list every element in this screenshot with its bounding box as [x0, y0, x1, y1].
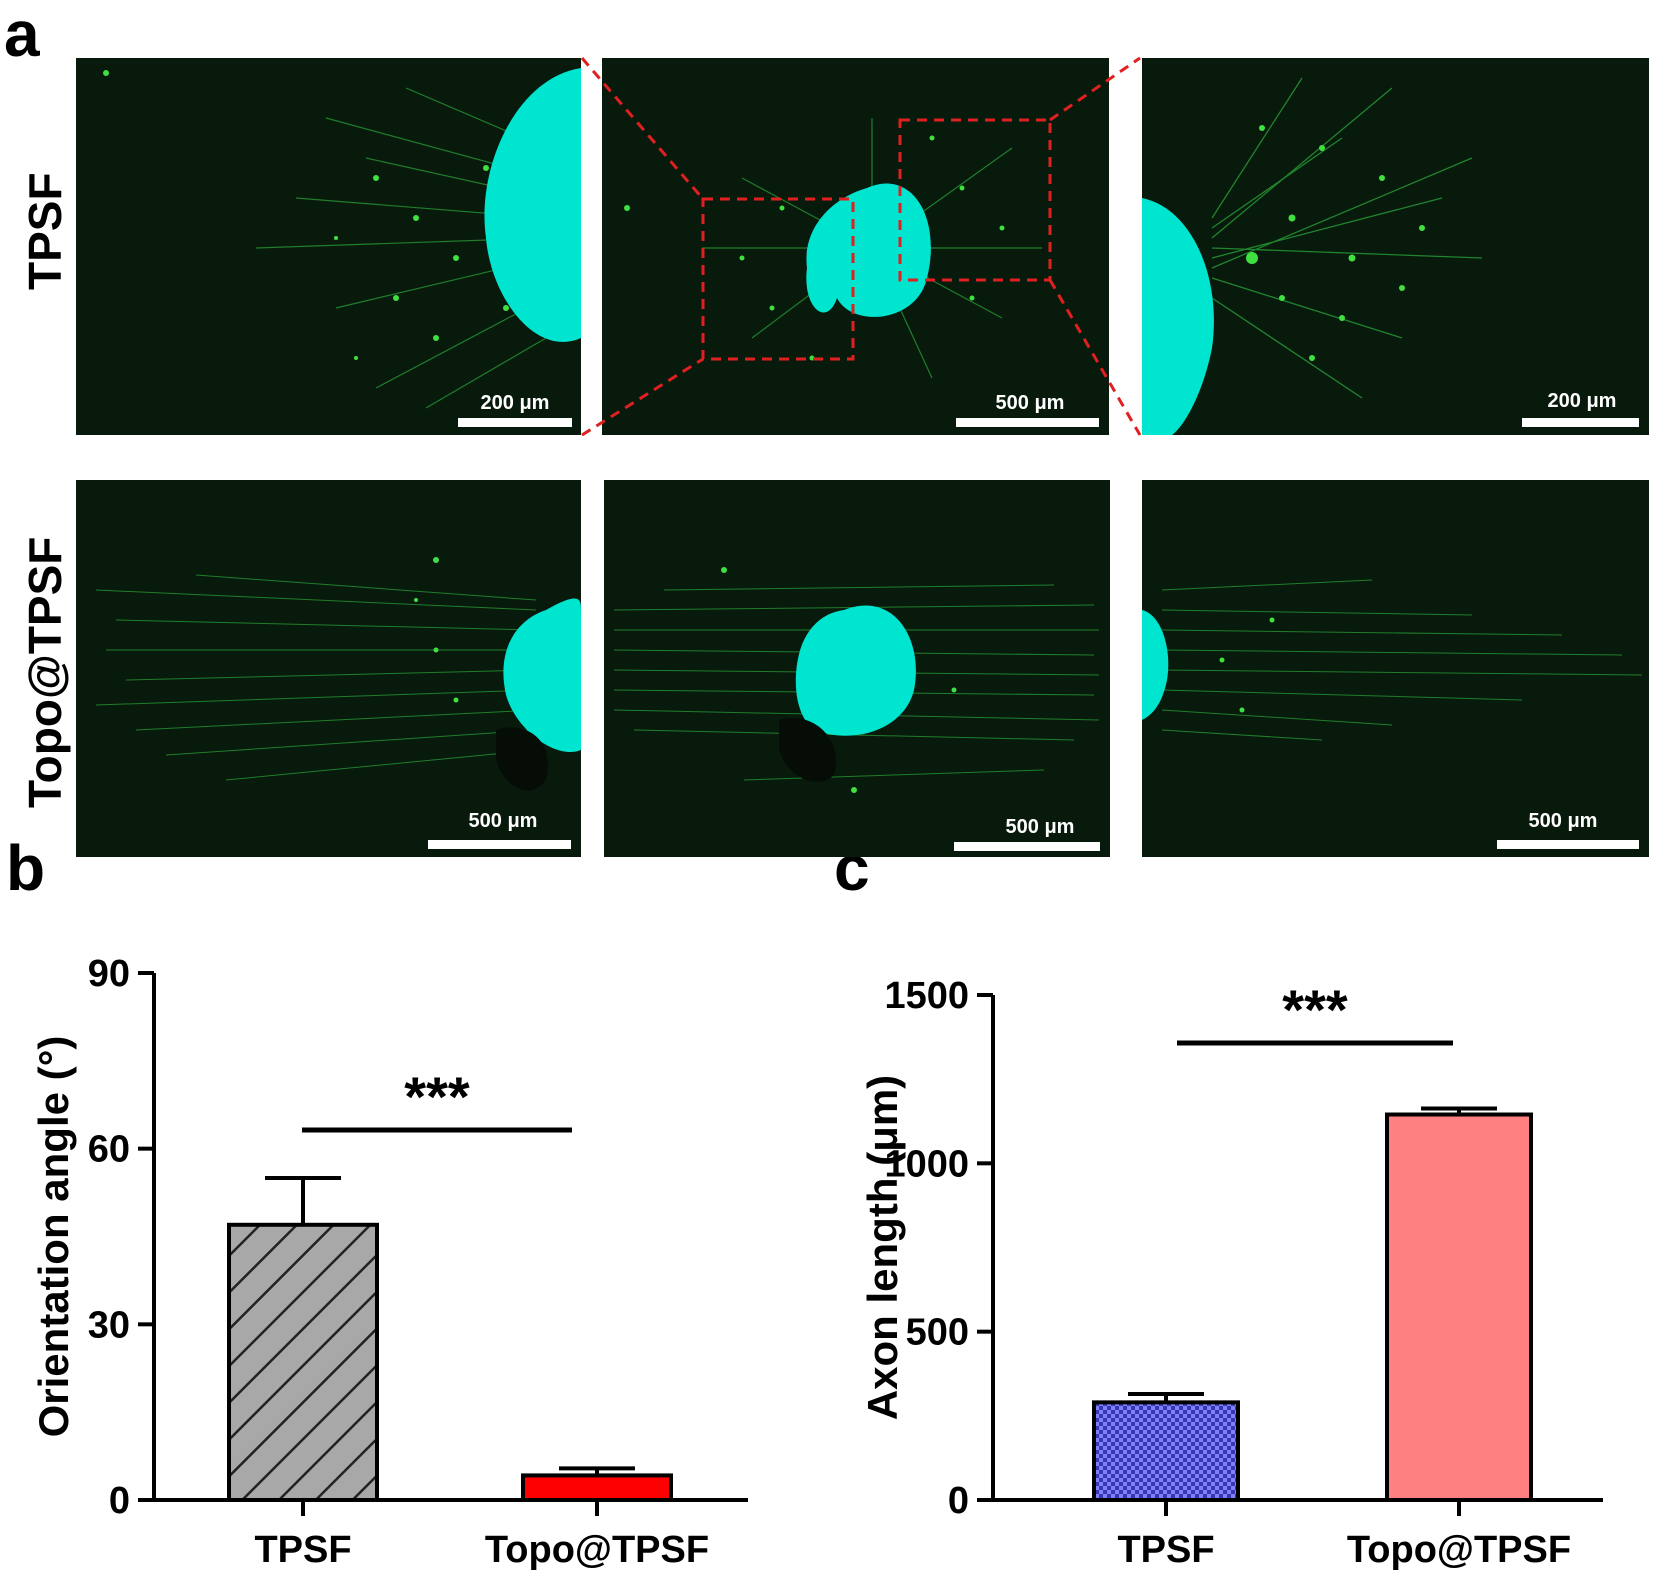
scale-label: 500 μm: [995, 392, 1065, 414]
micrograph-tpsf-left: 200 μm: [76, 58, 581, 435]
scale-label: 500 μm: [468, 810, 538, 832]
bar: [227, 1222, 379, 1502]
micrograph-topo-left: 500 μm: [76, 480, 581, 857]
scale-bar: [954, 842, 1100, 851]
scale-bar: [1522, 418, 1639, 427]
y-tick-label: 30: [88, 1304, 130, 1346]
x-tick-label: TPSF: [254, 1529, 351, 1571]
y-tick-label: 1500: [884, 975, 969, 1017]
panel-b-letter: b: [6, 832, 46, 904]
axon-length-chart: 0 500 1000 1500 Axon length (μm) TPSF Topo@TPS…: [859, 975, 1603, 1571]
y-tick-label: 0: [948, 1480, 969, 1522]
significance-label: ***: [404, 1065, 470, 1128]
micrograph-topo-center: 500 μm: [604, 480, 1110, 857]
bar: [1385, 1112, 1533, 1502]
scale-label: 200 μm: [480, 392, 550, 414]
scale-label: 500 μm: [1528, 810, 1598, 832]
micrograph-tpsf-right: 200 μm: [1142, 58, 1649, 435]
y-tick-label: 500: [906, 1312, 969, 1354]
x-tick-label: Topo@TPSF: [485, 1529, 709, 1571]
y-tick-label: 0: [109, 1480, 130, 1522]
bar: [521, 1473, 673, 1503]
micrograph-tpsf-center: 500 μm: [602, 58, 1109, 435]
scale-bar: [956, 418, 1099, 427]
y-axis-label: Orientation angle (°): [30, 1036, 77, 1438]
row-label-topo-tpsf: Topo@TPSF: [19, 536, 71, 808]
y-tick-label: 90: [88, 953, 130, 995]
scale-bar: [458, 418, 572, 427]
bar: [1092, 1400, 1240, 1502]
row-label-tpsf: TPSF: [19, 172, 71, 290]
x-tick-label: Topo@TPSF: [1347, 1529, 1571, 1571]
scale-bar: [1497, 840, 1639, 849]
y-axis-label: Axon length (μm): [859, 1075, 906, 1420]
x-tick-label: TPSF: [1117, 1529, 1214, 1571]
y-tick-label: 1000: [884, 1143, 969, 1185]
significance-label: ***: [1282, 978, 1348, 1041]
scale-bar: [428, 840, 571, 849]
y-tick-label: 60: [88, 1129, 130, 1171]
orientation-angle-chart: 0 30 60 90 Orientation angle (°) TPSF Topo@TPS…: [30, 953, 748, 1571]
scale-label: 500 μm: [1005, 816, 1075, 838]
micrograph-topo-right: 500 μm: [1142, 480, 1649, 857]
panel-a-letter: a: [4, 0, 40, 70]
scale-label: 200 μm: [1547, 390, 1617, 412]
